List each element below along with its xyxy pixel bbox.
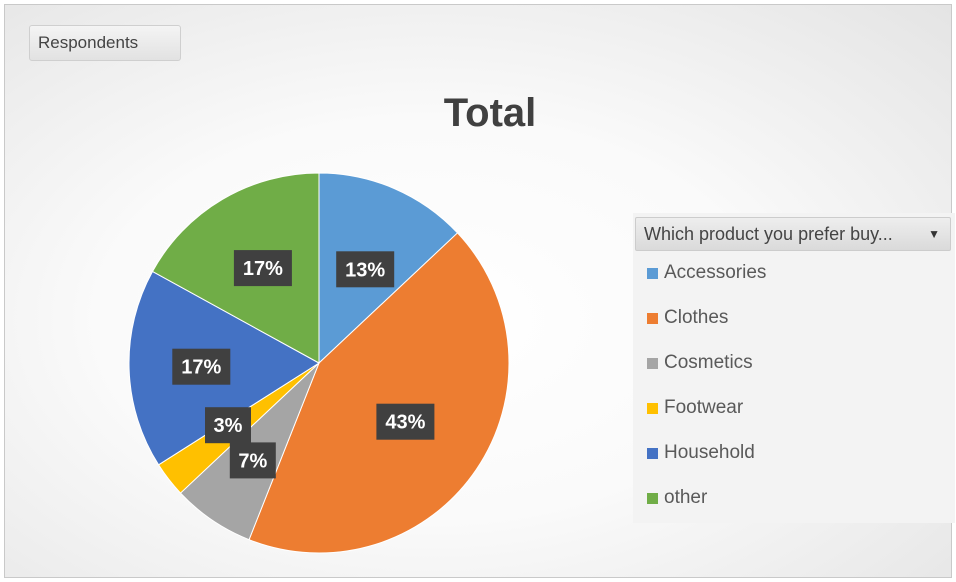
chart-title: Total: [443, 91, 537, 135]
legend-filter-dropdown[interactable]: Which product you prefer buy... ▼: [635, 217, 951, 251]
data-label-cosmetics: 7%: [229, 442, 276, 479]
legend-item-clothes[interactable]: Clothes: [647, 306, 728, 330]
legend-filter-label: Which product you prefer buy...: [644, 224, 893, 244]
legend-label: Footwear: [664, 397, 744, 418]
legend-item-household[interactable]: Household: [647, 441, 755, 465]
svg-text:17%: 17%: [243, 258, 283, 280]
legend-label: Household: [664, 442, 755, 463]
data-label-household: 17%: [172, 348, 231, 385]
svg-text:3%: 3%: [214, 415, 243, 437]
data-label-clothes: 43%: [376, 403, 435, 440]
legend-swatch: [647, 267, 658, 279]
legend-swatch: [647, 312, 658, 324]
legend-item-accessories[interactable]: Accessories: [647, 261, 766, 285]
legend-swatch: [647, 492, 658, 504]
legend: Which product you prefer buy... ▼ Access…: [633, 213, 955, 523]
legend-swatch: [647, 447, 658, 459]
pie-chart: 13% 43% 7% 3% 17% 17%: [128, 172, 510, 554]
respondents-field-button[interactable]: Respondents: [29, 25, 181, 61]
svg-text:17%: 17%: [181, 357, 221, 379]
data-label-footwear: 3%: [205, 407, 251, 444]
legend-item-footwear[interactable]: Footwear: [647, 396, 743, 420]
chart-area: Respondents Total 13% 43% 7% 3% 17% 17% Which…: [4, 4, 955, 578]
svg-text:43%: 43%: [385, 412, 425, 434]
legend-label: Cosmetics: [664, 352, 753, 373]
legend-label: other: [664, 487, 708, 508]
svg-text:7%: 7%: [238, 450, 267, 472]
legend-label: Clothes: [664, 307, 729, 328]
legend-swatch: [647, 402, 658, 414]
legend-label: Accessories: [664, 262, 767, 283]
legend-swatch: [647, 357, 658, 369]
pie-slice-clothes[interactable]: [248, 232, 510, 554]
legend-item-other[interactable]: other: [647, 486, 707, 510]
dropdown-caret-icon: ▼: [928, 227, 940, 241]
data-label-accessories: 13%: [336, 251, 395, 288]
data-label-other: 17%: [233, 250, 292, 287]
legend-item-cosmetics[interactable]: Cosmetics: [647, 351, 753, 375]
svg-text:13%: 13%: [345, 259, 385, 281]
